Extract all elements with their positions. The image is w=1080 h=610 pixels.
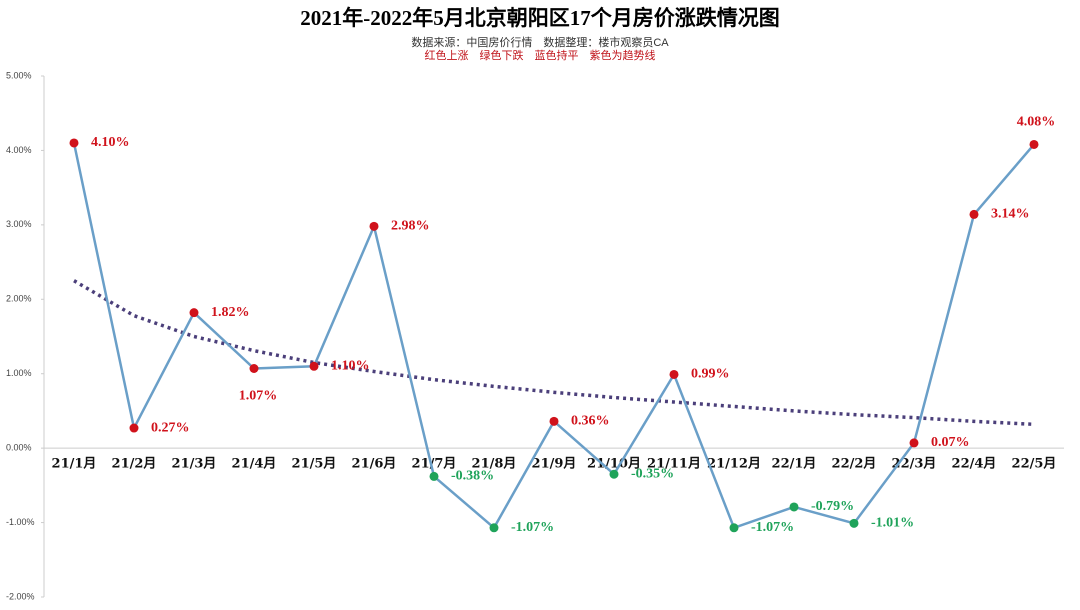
y-tick-label: 0.00%: [6, 443, 32, 453]
x-tick-label: 22/5月: [1012, 457, 1057, 472]
data-label: 0.36%: [571, 414, 610, 429]
data-label: 4.10%: [91, 135, 130, 150]
y-tick-label: 2.00%: [6, 294, 32, 304]
data-point: [129, 423, 139, 433]
data-point: [609, 469, 619, 479]
x-tick-label: 22/4月: [952, 457, 997, 472]
x-tick-label: 22/2月: [832, 457, 877, 472]
data-label: 2.98%: [391, 219, 430, 234]
data-label: -0.35%: [631, 466, 674, 481]
data-point: [969, 209, 979, 219]
data-label: 1.82%: [211, 305, 250, 320]
data-label: -1.07%: [751, 520, 794, 535]
data-point: [549, 416, 559, 426]
x-tick-label: 21/6月: [352, 457, 397, 472]
data-label: 0.99%: [691, 367, 730, 382]
data-label: 0.27%: [151, 420, 190, 435]
data-point: [369, 221, 379, 231]
data-point: [1029, 139, 1039, 149]
y-tick-label: -1.00%: [6, 517, 35, 527]
y-tick-label: 5.00%: [6, 70, 32, 80]
x-tick-label: 21/10月: [587, 457, 641, 472]
data-point: [849, 518, 859, 528]
data-label: -0.38%: [451, 469, 494, 484]
x-tick-label: 21/9月: [532, 457, 577, 472]
data-label: -1.07%: [511, 520, 554, 535]
data-label: 0.07%: [931, 435, 970, 450]
y-tick-label: 1.00%: [6, 368, 32, 378]
x-tick-label: 21/3月: [172, 457, 217, 472]
chart-note: 红色上涨 绿色下跌 蓝色持平 紫色为趋势线: [425, 48, 656, 62]
x-tick-label: 21/4月: [232, 457, 277, 472]
data-point: [729, 523, 739, 533]
x-tick-label: 21/8月: [472, 457, 517, 472]
x-tick-label: 21/1月: [52, 457, 97, 472]
x-tick-label: 22/3月: [892, 457, 937, 472]
y-tick-label: 3.00%: [6, 219, 32, 229]
data-point: [489, 523, 499, 533]
data-label: -1.01%: [871, 516, 914, 531]
data-point: [429, 471, 439, 481]
data-label: 1.10%: [331, 358, 370, 373]
y-tick-label: -2.00%: [6, 591, 35, 601]
x-tick-label: 21/2月: [112, 457, 157, 472]
x-tick-label: 21/7月: [412, 457, 457, 472]
data-label: 3.14%: [991, 207, 1030, 222]
data-point: [309, 361, 319, 371]
data-point: [789, 502, 799, 512]
chart-subtitle: 数据来源：中国房价行情 数据整理：楼市观察员CA: [411, 35, 669, 49]
x-tick-label: 22/1月: [772, 457, 817, 472]
data-label: 4.08%: [1017, 115, 1056, 130]
data-point: [669, 369, 679, 379]
data-label: -0.79%: [811, 499, 854, 514]
data-point: [909, 438, 919, 448]
trend-line: [73, 279, 1035, 427]
data-point: [249, 364, 259, 374]
x-tick-label: 21/12月: [707, 457, 761, 472]
data-point: [69, 138, 79, 148]
y-tick-label: 4.00%: [6, 145, 32, 155]
x-tick-label: 21/11月: [647, 457, 701, 472]
x-tick-label: 21/5月: [292, 457, 337, 472]
data-label: 1.07%: [239, 389, 278, 404]
chart-title: 2021年-2022年5月北京朝阳区17个月房价涨跌情况图: [300, 6, 780, 30]
data-point: [189, 308, 199, 318]
